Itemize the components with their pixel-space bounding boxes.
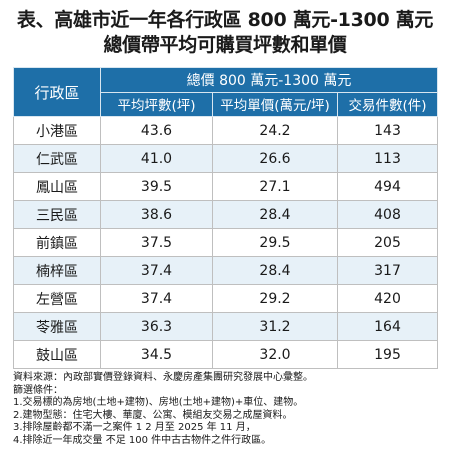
avg-area-cell: 37.4 (100, 284, 213, 313)
filter-note-line: 4.排除近一年成交量 不足 100 件中古古物件之件行政區。 (13, 434, 272, 446)
page-title: 表、高雄市近一年各行政區 800 萬元-1300 萬元 (16, 9, 434, 31)
transaction-count-cell: 420 (337, 284, 439, 313)
table-row: 鼓山區 34.5 32.0 195 (13, 340, 439, 369)
transaction-count-cell: 494 (337, 172, 439, 201)
data-table-container: 行政區 總價 800 萬元-1300 萬元 平均坪數(坪) 平均單價(萬元/坪)… (13, 67, 439, 369)
region-cell: 楠梓區 (13, 256, 101, 285)
avg-price-cell: 24.2 (212, 116, 338, 145)
avg-area-cell: 39.5 (100, 172, 213, 201)
avg-area-cell: 43.6 (100, 116, 213, 145)
region-cell: 前鎮區 (13, 228, 101, 257)
avg-price-cell: 31.2 (212, 312, 338, 341)
avg-price-column-header: 平均單價(萬元/坪) (212, 91, 338, 117)
filter-note-line: 2.建物型態：住宅大樓、華廈、公寓、模組友交易之成屋資料。 (13, 409, 293, 421)
page-subtitle: 總價帶平均可購買坪數和單價 (103, 34, 347, 56)
transaction-count-cell: 195 (337, 340, 439, 369)
source-note-line: 資料來源：內政部實價登錄資料、永慶房產集團研究發展中心彙整。 (13, 372, 313, 383)
transaction-count-cell: 164 (337, 312, 439, 341)
table-row: 鳳山區 39.5 27.1 494 (13, 172, 439, 201)
avg-price-cell: 32.0 (212, 340, 338, 369)
transaction-count-column-header: 交易件數(件) (336, 91, 439, 117)
table-row: 楠梓區 37.4 28.4 317 (13, 256, 439, 285)
table-row: 小港區 43.6 24.2 143 (13, 116, 439, 145)
data-table: 行政區 總價 800 萬元-1300 萬元 平均坪數(坪) 平均單價(萬元/坪)… (13, 67, 439, 369)
avg-area-cell: 34.5 (100, 340, 213, 369)
avg-area-cell: 41.0 (100, 144, 213, 173)
region-cell: 苓雅區 (13, 312, 101, 341)
table-row: 苓雅區 36.3 31.2 164 (13, 312, 439, 341)
region-cell: 仁武區 (13, 144, 101, 173)
region-cell: 左營區 (13, 284, 101, 313)
region-column-header: 行政區 (13, 67, 101, 117)
avg-area-cell: 38.6 (100, 200, 213, 229)
region-cell: 鼓山區 (13, 340, 101, 369)
transaction-count-cell: 408 (337, 200, 439, 229)
region-cell: 三民區 (13, 200, 101, 229)
filter-heading: 篩選條件： (13, 384, 63, 396)
avg-price-cell: 28.4 (212, 256, 338, 285)
avg-price-cell: 28.4 (212, 200, 338, 229)
transaction-count-cell: 113 (337, 144, 439, 173)
avg-price-cell: 29.2 (212, 284, 338, 313)
avg-area-column-header: 平均坪數(坪) (100, 91, 213, 117)
region-cell: 鳳山區 (13, 172, 101, 201)
avg-price-cell: 26.6 (212, 144, 338, 173)
table-row: 前鎮區 37.5 29.5 205 (13, 228, 439, 257)
table-row: 左營區 37.4 29.2 420 (13, 284, 439, 313)
transaction-count-cell: 205 (337, 228, 439, 257)
avg-area-cell: 36.3 (100, 312, 213, 341)
avg-price-cell: 27.1 (212, 172, 338, 201)
transaction-count-cell: 317 (337, 256, 439, 285)
price-band-group-header: 總價 800 萬元-1300 萬元 (99, 67, 439, 93)
avg-area-cell: 37.5 (100, 228, 213, 257)
source-notes: 資料來源：內政部實價登錄資料、永慶房產集團研究發展中心彙整。 篩選條件： 1.交… (13, 372, 443, 448)
avg-area-cell: 37.4 (100, 256, 213, 285)
region-cell: 小港區 (13, 116, 101, 145)
avg-price-cell: 29.5 (212, 228, 338, 257)
filter-note-line: 1.交易標的為房地(土地+建物)、房地(土地+建物)+車位、建物。 (13, 397, 304, 409)
filter-note-line: 3.排除屋齡都不滿一之案件 1 2 月至 2025 年 11 月， (13, 422, 256, 434)
table-row: 仁武區 41.0 26.6 113 (13, 144, 439, 173)
transaction-count-cell: 143 (337, 116, 439, 145)
table-row: 三民區 38.6 28.4 408 (13, 200, 439, 229)
